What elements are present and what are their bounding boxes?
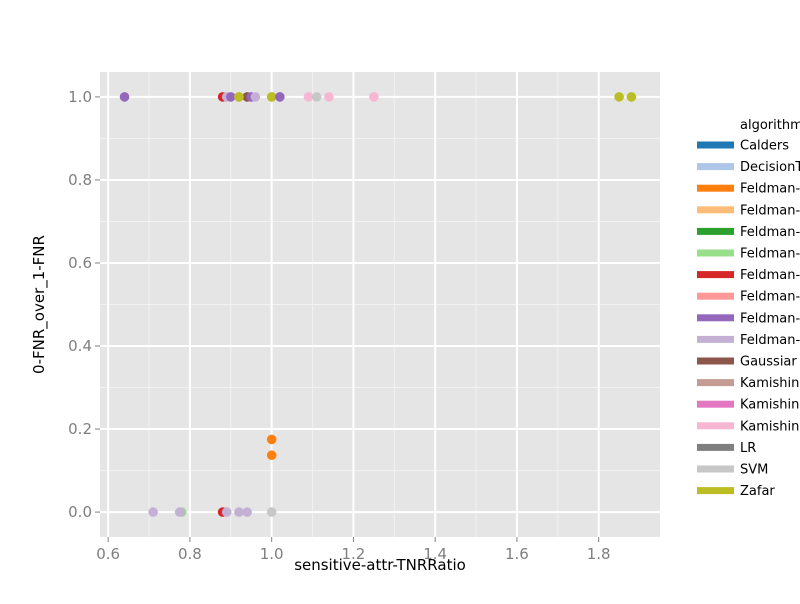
legend-label: SVM	[740, 463, 768, 478]
x-axis-ticks: 0.6 0.8 1.0 1.2 1.4 1.6 1.8	[96, 537, 611, 563]
x-tick-label: 0.6	[96, 545, 120, 563]
legend-swatch	[697, 249, 734, 257]
legend-label: Kamishin	[740, 419, 799, 434]
data-point	[303, 92, 314, 102]
x-tick-label: 0.8	[178, 545, 202, 563]
major-gridlines	[100, 72, 660, 537]
y-tick-label: 0.8	[68, 171, 92, 189]
data-point	[242, 507, 252, 517]
data-point	[221, 507, 232, 517]
x-tick-label: 1.0	[260, 545, 284, 563]
legend-swatch	[697, 443, 734, 451]
legend-swatch	[697, 379, 734, 387]
data-point	[174, 507, 185, 517]
legend-swatch	[697, 357, 734, 365]
data-points	[119, 92, 637, 517]
data-point	[369, 92, 379, 102]
legend-label: Feldman-	[740, 290, 800, 305]
legend-swatch	[697, 184, 734, 192]
legend-label: DecisionT	[740, 160, 800, 175]
data-point	[226, 92, 236, 102]
data-point	[119, 92, 130, 102]
y-tick-label: 0.6	[68, 254, 92, 272]
data-point	[266, 450, 277, 461]
y-tick-label: 1.0	[68, 88, 92, 106]
data-point	[266, 434, 277, 445]
minor-gridlines	[100, 72, 660, 537]
legend-label: Kamishin	[740, 398, 799, 413]
legend: algorithm Calders DecisionT Feldman- Feldma…	[697, 118, 800, 499]
data-point	[250, 92, 261, 102]
x-tick-label: 1.2	[342, 545, 366, 563]
legend-title: algorithm	[740, 118, 800, 133]
y-tick-label: 0.4	[68, 337, 92, 355]
data-point	[148, 507, 158, 517]
x-tick-label: 1.6	[505, 545, 529, 563]
legend-label: Feldman-	[740, 182, 800, 197]
legend-label: Feldman-	[740, 225, 800, 240]
legend-label: Gaussiar	[740, 355, 797, 370]
legend-label: Feldman-	[740, 203, 800, 218]
y-axis-title: 0-FNR_over_1-FNR	[30, 235, 49, 374]
data-point	[266, 92, 277, 102]
legend-swatch	[697, 206, 734, 214]
legend-label: Feldman-	[740, 311, 800, 326]
legend-swatch	[697, 422, 734, 430]
legend-swatch	[697, 335, 734, 343]
x-tick-label: 1.4	[423, 545, 447, 563]
legend-label: Feldman-	[740, 247, 800, 262]
legend-swatch	[697, 400, 734, 408]
legend-swatch	[697, 292, 734, 300]
x-tick-label: 1.8	[587, 545, 611, 563]
legend-label: Kamishin	[740, 376, 799, 391]
y-axis-ticks: 0.0 0.2 0.4 0.6 0.8 1.0	[68, 88, 100, 521]
legend-label: Feldman-	[740, 268, 800, 283]
data-point	[266, 507, 277, 517]
legend-swatch	[697, 141, 734, 149]
legend-swatch	[697, 227, 734, 235]
y-tick-label: 0.2	[68, 420, 92, 438]
legend-swatch	[697, 487, 734, 495]
data-point	[234, 507, 244, 517]
data-point	[324, 92, 334, 102]
legend-label: Calders	[740, 139, 789, 154]
legend-swatch	[697, 271, 734, 279]
x-axis-title: sensitive-attr-TNRRatio	[294, 556, 466, 574]
data-point	[311, 92, 322, 102]
legend-swatch	[697, 465, 734, 473]
data-point	[614, 92, 624, 102]
legend-swatch	[697, 163, 734, 171]
legend-swatch	[697, 314, 734, 322]
data-point	[234, 92, 244, 102]
legend-label: LR	[740, 441, 756, 456]
legend-label: Feldman-	[740, 333, 800, 348]
data-point	[275, 92, 285, 102]
data-point	[626, 92, 637, 102]
legend-label: Zafar	[740, 484, 775, 499]
y-tick-label: 0.0	[68, 503, 92, 521]
